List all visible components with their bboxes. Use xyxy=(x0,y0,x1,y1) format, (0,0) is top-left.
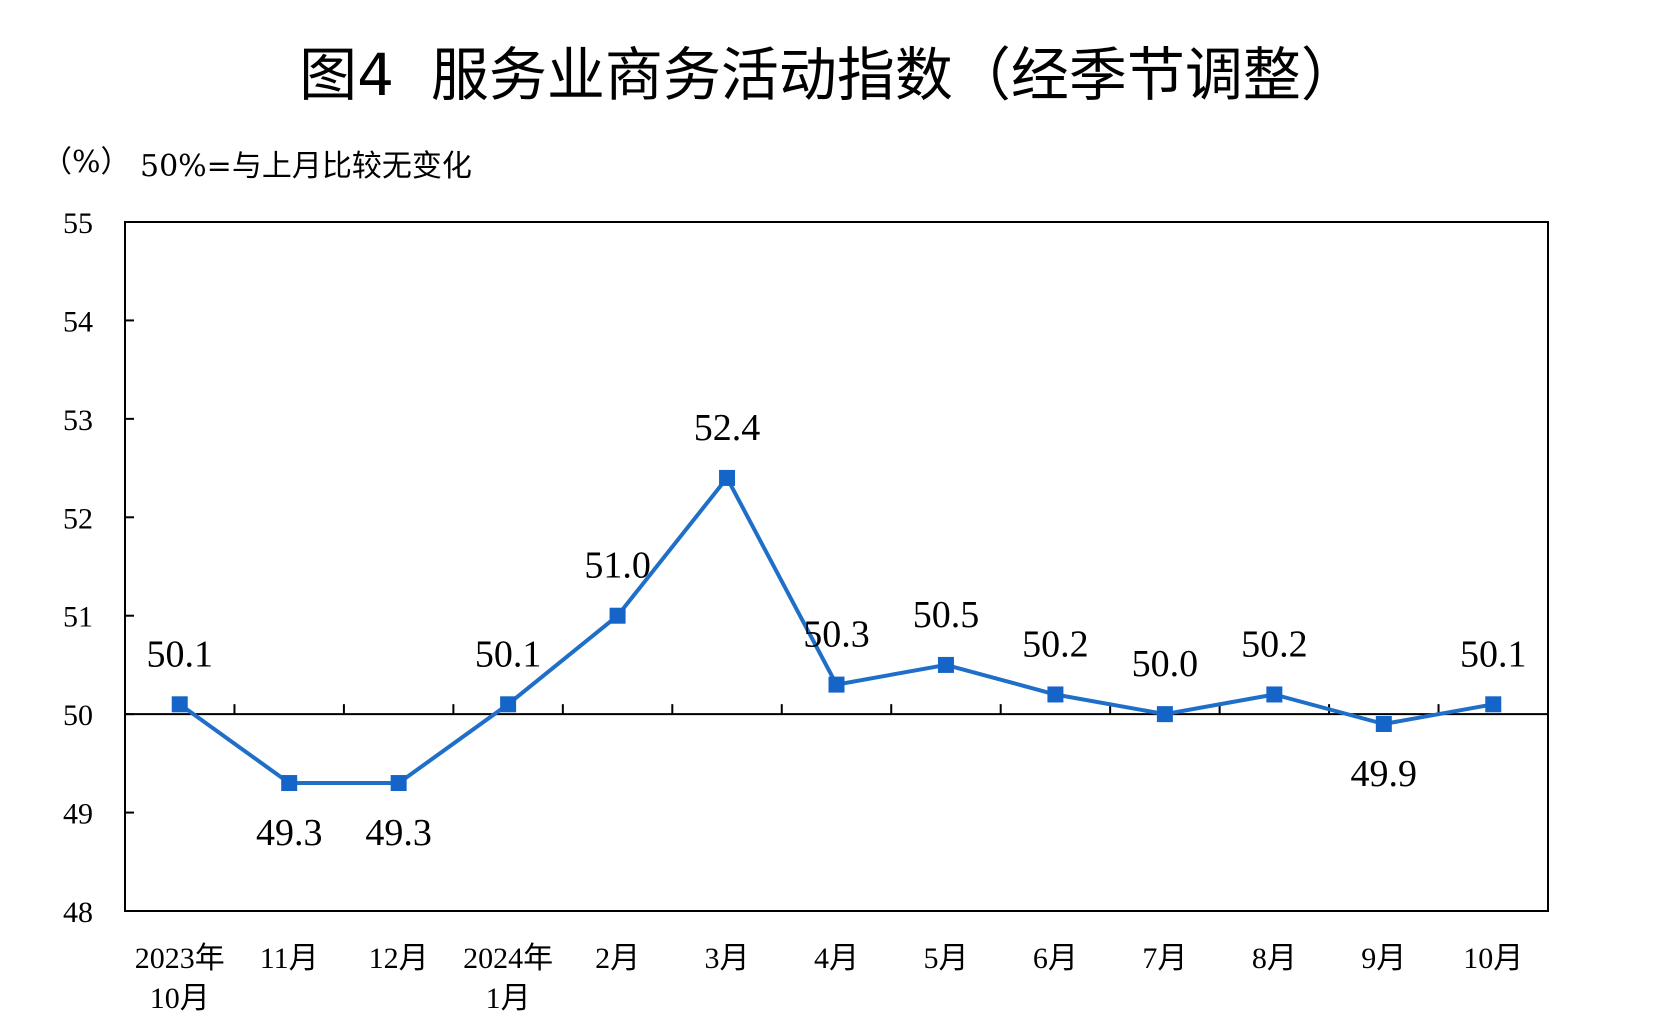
x-tick-label: 2023年 xyxy=(135,942,225,975)
x-tick-label: 11月 xyxy=(260,942,319,975)
x-tick-label: 2月 xyxy=(595,942,640,975)
data-label: 50.1 xyxy=(146,633,213,675)
y-tick-label: 52 xyxy=(63,502,93,535)
series-markers xyxy=(171,469,1502,792)
data-point-marker xyxy=(719,469,736,486)
y-tick-label: 53 xyxy=(63,404,93,437)
x-tick-label: 2024年 xyxy=(463,942,553,975)
data-point-marker xyxy=(500,696,517,713)
data-point-marker xyxy=(937,656,954,673)
data-label: 50.2 xyxy=(1241,623,1308,665)
x-tick-label: 4月 xyxy=(814,942,859,975)
x-tick-label: 10月 xyxy=(1463,942,1523,975)
data-label: 52.4 xyxy=(694,407,761,449)
data-label: 50.2 xyxy=(1022,623,1089,665)
data-point-marker xyxy=(1485,696,1502,713)
baseline-note: 50%=与上月比较无变化 xyxy=(140,149,472,184)
data-label: 50.0 xyxy=(1132,643,1199,685)
data-point-marker xyxy=(609,607,626,624)
data-label: 49.3 xyxy=(365,812,432,854)
x-tick-label: 7月 xyxy=(1142,942,1187,975)
data-label: 51.0 xyxy=(584,545,651,587)
x-tick-label: 8月 xyxy=(1252,942,1297,975)
data-point-marker xyxy=(1375,715,1392,732)
data-point-marker xyxy=(281,775,298,792)
x-tick-label: 10月 xyxy=(150,982,210,1015)
data-label: 50.5 xyxy=(913,594,980,636)
data-point-marker xyxy=(1047,686,1064,703)
chart-title: 图4 服务业商务活动指数（经季节调整） xyxy=(299,41,1359,109)
y-tick-label: 48 xyxy=(63,896,93,929)
y-unit-label: （%） xyxy=(42,145,131,180)
y-tick-label: 49 xyxy=(63,798,93,831)
data-point-marker xyxy=(828,676,845,693)
data-label: 50.3 xyxy=(803,614,870,656)
x-tick-label: 1月 xyxy=(486,982,531,1015)
plot-frame xyxy=(124,221,1549,912)
x-tick-label: 12月 xyxy=(369,942,429,975)
data-point-marker xyxy=(1266,686,1283,703)
y-axis: 48 49 50 51 52 53 54 55 xyxy=(63,207,134,929)
data-label: 50.1 xyxy=(1460,633,1527,675)
y-tick-label: 54 xyxy=(63,305,93,338)
y-tick-label: 51 xyxy=(63,601,93,634)
data-label: 50.1 xyxy=(475,633,542,675)
x-axis: 2023年 10月 11月 12月 2024年 1月 2月 3月 4月 5月 6月 7月 8月 9月 10月 xyxy=(135,704,1523,1015)
y-tick-label: 50 xyxy=(63,699,93,732)
x-tick-label: 3月 xyxy=(705,942,750,975)
data-point-marker xyxy=(390,775,407,792)
data-labels: 50.1 49.3 49.3 50.1 51.0 52.4 50.3 50.5 50.2 50.0… xyxy=(146,407,1526,854)
x-tick-label: 5月 xyxy=(923,942,968,975)
data-point-marker xyxy=(1156,706,1173,723)
x-tick-label: 6月 xyxy=(1033,942,1078,975)
data-point-marker xyxy=(171,696,188,713)
x-tick-label: 9月 xyxy=(1361,942,1406,975)
data-label: 49.9 xyxy=(1351,753,1418,795)
y-tick-label: 55 xyxy=(63,207,93,240)
data-label: 49.3 xyxy=(256,812,323,854)
